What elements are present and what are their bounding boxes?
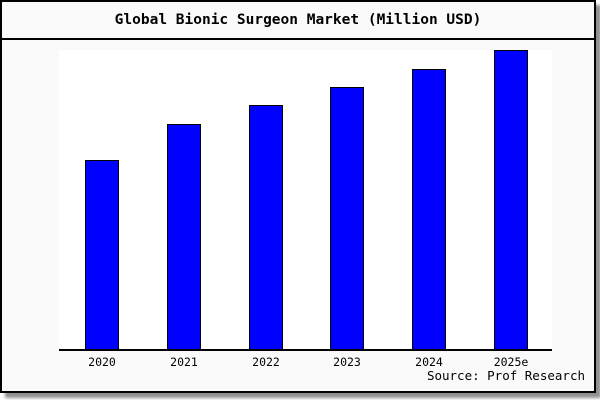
bar-2021	[167, 124, 201, 349]
plot-area	[59, 50, 552, 351]
bar-2024	[412, 69, 446, 349]
title-band: Global Bionic Surgeon Market (Million US…	[2, 2, 594, 40]
bar-2020	[85, 160, 119, 349]
bar-2025e	[494, 50, 528, 349]
chart-title: Global Bionic Surgeon Market (Million US…	[114, 12, 482, 28]
x-tick-label-2022: 2022	[252, 355, 280, 369]
chart-image-frame: Global Bionic Surgeon Market (Million US…	[0, 0, 596, 393]
source-credit: Source: Prof Research	[426, 368, 585, 383]
x-tick-label-2020: 2020	[88, 355, 116, 369]
x-tick-label-2024: 2024	[415, 355, 443, 369]
x-tick-label-2021: 2021	[170, 355, 198, 369]
bar-2023	[330, 87, 364, 349]
bar-2022	[249, 105, 283, 349]
x-tick-label-2025e: 2025e	[493, 355, 529, 369]
x-tick-label-2023: 2023	[333, 355, 361, 369]
